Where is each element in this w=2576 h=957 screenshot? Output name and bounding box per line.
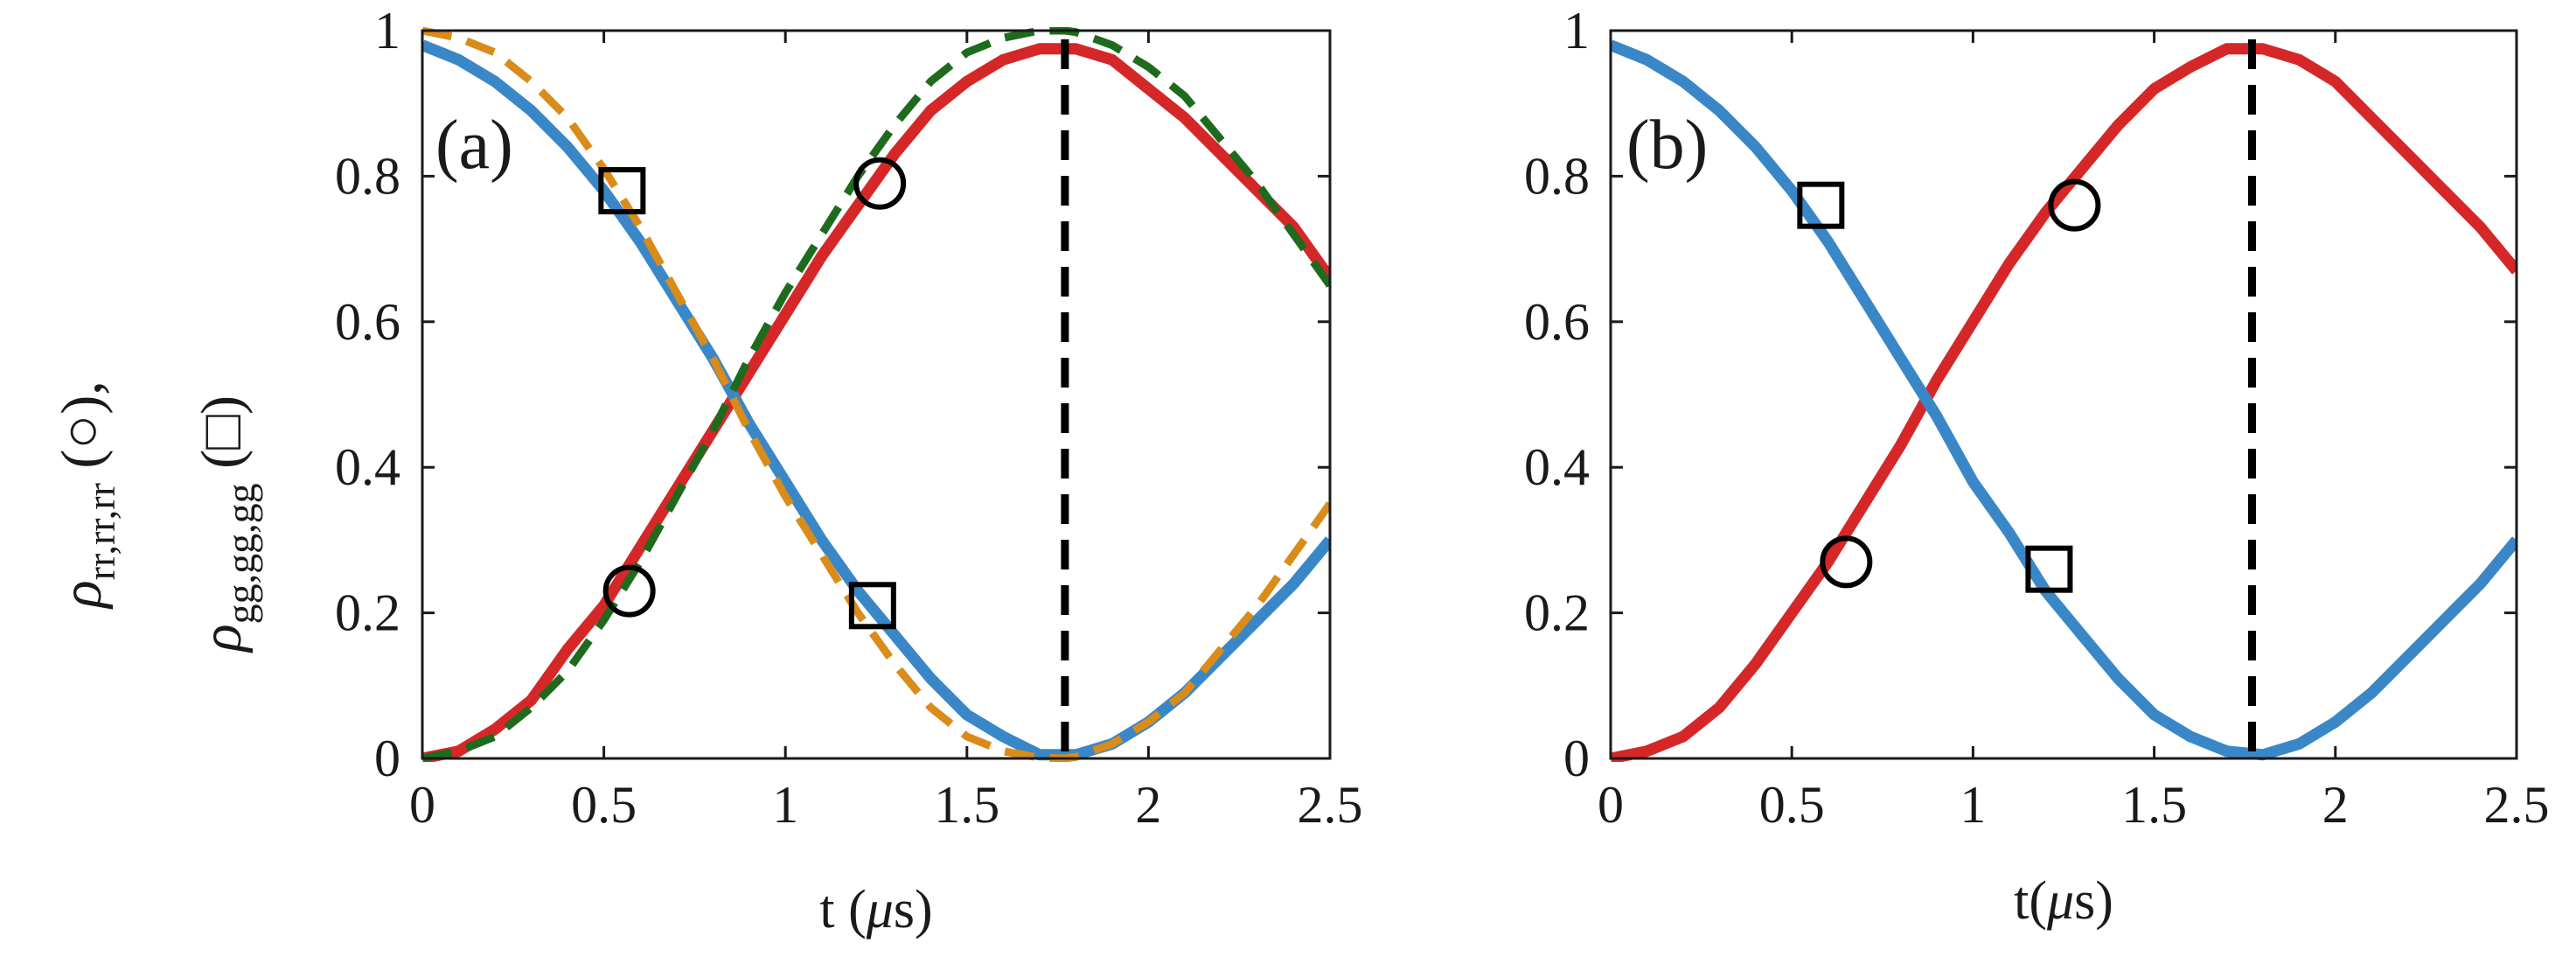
circle-marker	[602, 564, 656, 618]
circle-marker	[853, 157, 907, 210]
panel-a-frame	[421, 29, 1332, 760]
panel-a-markers	[598, 157, 907, 630]
y-tick-label: 1	[1563, 2, 1590, 59]
curve-group	[1611, 39, 2517, 762]
x-tick-label: 0.5	[571, 776, 637, 834]
x-tick-label: 2	[1135, 776, 1161, 834]
square-marker	[2025, 545, 2073, 593]
x-tick-label: 2.5	[2484, 776, 2550, 834]
curve-group	[422, 27, 1330, 762]
panel-a-xlabel: t (μs)	[819, 880, 932, 940]
circle-marker	[1820, 535, 1873, 589]
y-tick-label: 0.6	[335, 293, 400, 351]
y-tick-label: 0.4	[335, 438, 400, 496]
y-axis-label: ρrr,rr,rr (○), ρgg,gg,gg (□)	[50, 381, 263, 653]
panel-a-curves	[422, 27, 1330, 762]
panel-b-label: (b)	[1626, 107, 1708, 184]
circle-marker	[2048, 178, 2101, 232]
x-tick-label: 0	[409, 776, 435, 834]
y-tick-label: 0.2	[335, 584, 400, 642]
square-marker	[848, 582, 896, 630]
x-tick-label: 1	[1960, 776, 1986, 834]
y-tick-label: 0	[374, 730, 400, 787]
x-tick-label: 0.5	[1759, 776, 1825, 834]
y-tick-label: 0.4	[1524, 438, 1590, 496]
square-marker	[1797, 181, 1845, 229]
y-label-gg: ρgg,gg,gg (□)	[190, 395, 263, 653]
y-tick-label: 0	[1563, 730, 1590, 787]
panel-b-frame	[1609, 29, 2518, 760]
y-tick-label: 0.2	[1524, 584, 1590, 642]
y-tick-label: 0.6	[1524, 293, 1590, 351]
panel-a-label: (a)	[435, 107, 513, 184]
y-tick-label: 1	[374, 2, 400, 59]
series-line	[422, 27, 1330, 762]
y-label-rr: ρrr,rr,rr (○),	[50, 381, 123, 610]
panel-a: 0 0.5 1 1.5 2 2.5 0 0.2 0.4 0.6 0.8 1 (a) t (μs)	[335, 2, 1363, 940]
series-line	[422, 27, 1330, 762]
panel-b-ticks: 0 0.5 1 1.5 2 2.5 0 0.2 0.4 0.6 0.8 1	[1524, 2, 2550, 834]
y-tick-label: 0.8	[335, 147, 400, 205]
panel-b: 0 0.5 1 1.5 2 2.5 0 0.2 0.4 0.6 0.8 1 (b) t(μs)	[1524, 2, 2550, 931]
x-tick-label: 1.5	[934, 776, 999, 834]
series-line	[1611, 39, 2517, 761]
x-tick-label: 2.5	[1298, 776, 1363, 834]
panel-b-xlabel: t(μs)	[2014, 871, 2113, 931]
series-line	[422, 43, 1330, 762]
x-tick-label: 0	[1598, 776, 1624, 834]
panel-a-ticks: 0 0.5 1 1.5 2 2.5 0 0.2 0.4 0.6 0.8 1	[335, 2, 1363, 834]
square-marker	[598, 167, 646, 215]
panel-b-markers	[1797, 178, 2101, 593]
x-tick-label: 1.5	[2121, 776, 2187, 834]
series-line	[1611, 43, 2517, 762]
x-tick-label: 2	[2322, 776, 2349, 834]
x-tick-label: 1	[772, 776, 798, 834]
y-tick-label: 0.8	[1524, 147, 1590, 205]
panel-b-curves	[1611, 39, 2517, 762]
